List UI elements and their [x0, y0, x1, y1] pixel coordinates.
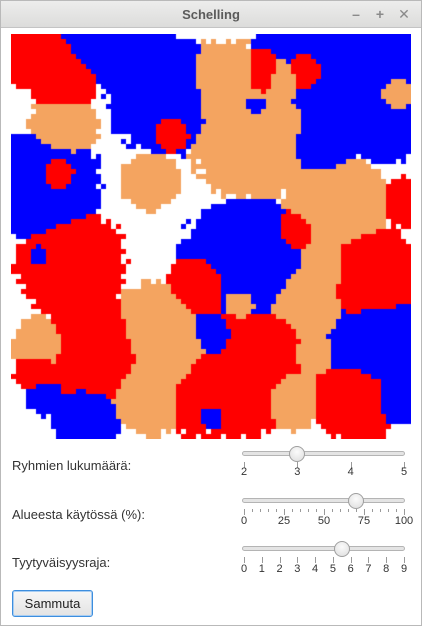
slider-thumb[interactable]: [289, 446, 306, 462]
major-tick: [315, 557, 317, 563]
major-tick: [297, 557, 299, 563]
tick-label: 50: [317, 515, 331, 527]
minor-tick: [372, 509, 373, 512]
maximize-icon[interactable]: +: [375, 6, 385, 22]
major-tick: [404, 462, 405, 468]
minor-tick: [268, 509, 269, 512]
minimize-icon[interactable]: –: [352, 6, 360, 22]
tick-label: 3: [294, 466, 301, 478]
minor-tick: [252, 509, 253, 512]
simulation-grid: [11, 34, 411, 439]
major-tick: [244, 462, 245, 468]
minor-tick: [340, 509, 341, 512]
major-tick: [350, 557, 352, 563]
minor-tick: [388, 509, 389, 512]
area-tick-labels: 0 25 50 75 100: [240, 515, 413, 529]
area-label: Alueesta käytössä (%):: [12, 507, 145, 522]
slider-thumb[interactable]: [333, 541, 350, 557]
threshold-slider[interactable]: [240, 541, 407, 557]
window-title: Schelling: [182, 7, 240, 22]
major-tick: [332, 557, 334, 563]
tick-label: 2: [240, 466, 248, 478]
major-tick: [324, 509, 325, 515]
area-slider[interactable]: [240, 493, 407, 509]
minor-tick: [396, 509, 397, 512]
groups-slider[interactable]: [240, 446, 407, 462]
minor-tick: [260, 509, 261, 512]
slider-track[interactable]: [242, 451, 405, 456]
tick-label: 0: [240, 515, 248, 527]
tick-label: 5: [329, 563, 336, 575]
major-tick: [297, 462, 299, 468]
area-ticks: [244, 509, 405, 515]
major-tick: [261, 557, 263, 563]
tick-label: 4: [312, 563, 319, 575]
minor-tick: [332, 509, 333, 512]
tick-label: 4: [347, 466, 354, 478]
minor-tick: [292, 509, 293, 512]
groups-label: Ryhmien lukumäärä:: [12, 458, 132, 473]
major-tick: [368, 557, 370, 563]
tick-label: 1: [258, 563, 265, 575]
tick-label: 75: [357, 515, 371, 527]
minor-tick: [300, 509, 301, 512]
minor-tick: [380, 509, 381, 512]
tick-label: 25: [277, 515, 291, 527]
slider-thumb[interactable]: [348, 493, 364, 509]
threshold-ticks: [244, 557, 405, 563]
tick-label: 7: [365, 563, 372, 575]
major-tick: [364, 509, 365, 515]
tick-label: 3: [294, 563, 301, 575]
minor-tick: [316, 509, 317, 512]
title-bar[interactable]: Schelling – + ✕: [1, 1, 421, 28]
minor-tick: [356, 509, 357, 512]
major-tick: [244, 557, 245, 563]
stop-button[interactable]: Sammuta: [12, 590, 93, 617]
close-icon[interactable]: ✕: [398, 6, 410, 22]
tick-label: 100: [394, 515, 414, 527]
major-tick: [284, 509, 285, 515]
tick-label: 6: [347, 563, 354, 575]
slider-track[interactable]: [242, 498, 405, 503]
slider-track[interactable]: [242, 546, 405, 551]
major-tick: [279, 557, 281, 563]
tick-label: 0: [240, 563, 248, 575]
major-tick: [350, 462, 352, 468]
threshold-label: Tyytyväisyysraja:: [12, 555, 111, 570]
tick-label: 5: [400, 466, 408, 478]
groups-tick-labels: 2 3 4 5: [240, 466, 408, 480]
tick-label: 2: [276, 563, 283, 575]
major-tick: [404, 509, 405, 515]
groups-ticks: [244, 462, 405, 468]
major-tick: [404, 557, 405, 563]
tick-label: 8: [383, 563, 390, 575]
major-tick: [244, 509, 245, 515]
minor-tick: [308, 509, 309, 512]
tick-label: 9: [400, 563, 408, 575]
major-tick: [386, 557, 388, 563]
minor-tick: [348, 509, 349, 512]
minor-tick: [276, 509, 277, 512]
